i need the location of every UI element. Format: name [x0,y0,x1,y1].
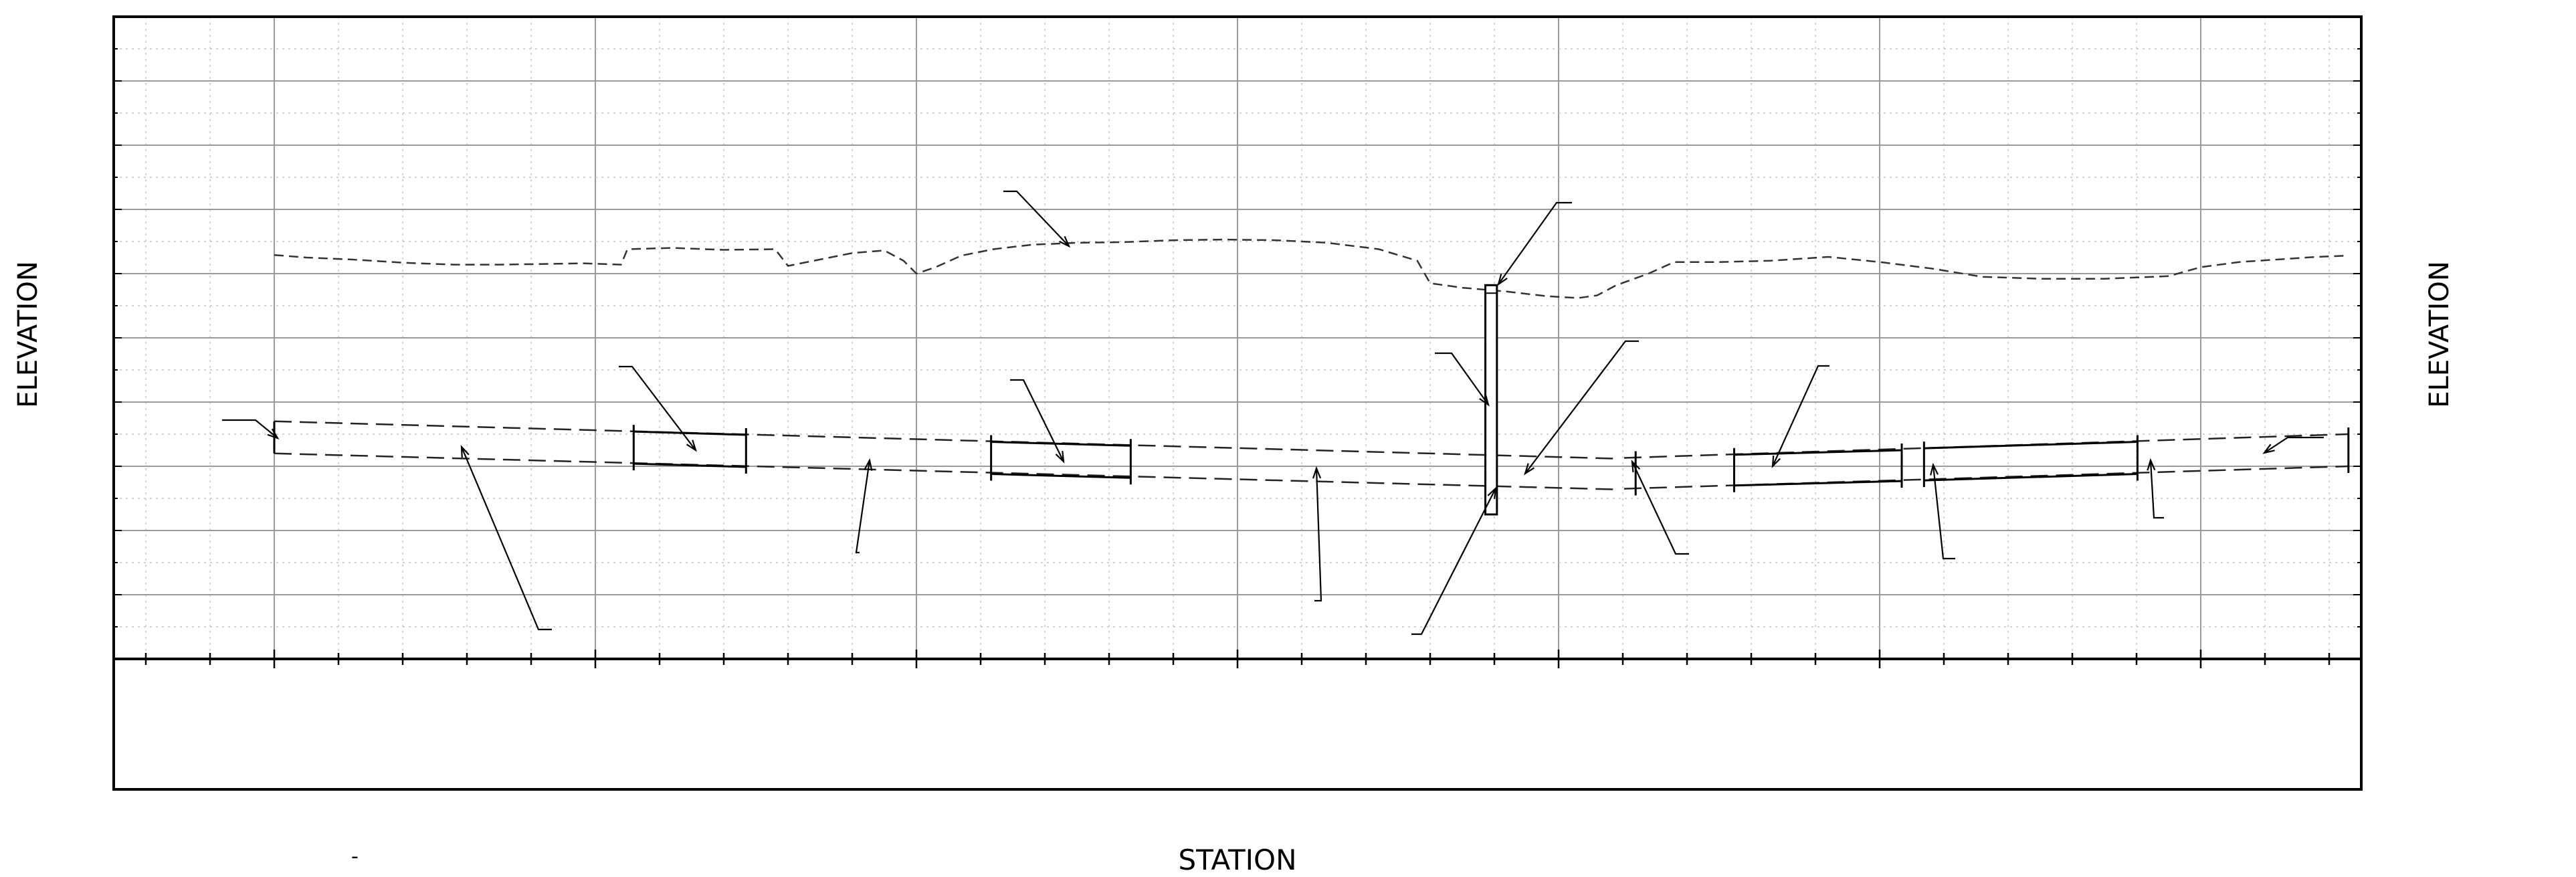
leader-l4 [1314,468,1322,602]
existing-grade-line [274,238,2349,299]
leader-arrow-sta-bot [1487,486,1497,500]
grid [114,17,2361,659]
y-axis-right [2353,48,2361,660]
leader-l1 [619,365,696,451]
outer-frame [112,15,2363,791]
pipe-profile [273,420,2350,496]
solid-pipe-top-2 [1734,449,1902,456]
leader-sta-bot [1411,488,1496,636]
leader-r3 [1631,461,1689,555]
leader-arrow-r3 [1631,460,1641,473]
leader-sdmh [1435,352,1489,405]
leader-l2 [1010,379,1064,462]
leader-r1 [1524,340,1639,474]
leader-arrow-cap-left [267,428,280,440]
y-axis-label-right: ELEVATION [2424,261,2455,408]
leader-l3 [855,460,871,554]
stray-mark: - [351,845,359,868]
pipe-wall-left_top [274,420,1614,460]
solid-pipe-bottom-3 [1924,473,2138,482]
leader-arrow-r4 [1930,462,1939,476]
leader-arrow-grade [1059,235,1071,248]
leader-arrow-sdmh [1479,394,1490,407]
leader-arrow-r2 [1771,455,1781,468]
leader-arrow-l5 [460,445,470,458]
solid-pipe-bottom-0 [633,462,747,468]
leader-grade [1003,190,1070,247]
leader-cap-left [222,419,278,439]
solid-pipe-bottom-2 [1734,480,1902,487]
leader-r4 [1932,464,1955,560]
pipe-wall-right_bottom [1623,465,2349,490]
leader-arrow-cap-right [2262,444,2275,454]
leader-cap-right [2264,436,2324,454]
solid-pipe-bottom-1 [991,473,1131,479]
leader-arrow-l4 [1312,466,1322,479]
leader-arrow-l3 [864,458,873,471]
solid-pipe-top-1 [991,441,1131,447]
x-axis [144,650,2331,668]
y-axis-label-left: ELEVATION [13,261,43,408]
existing-grade-path [274,238,2349,299]
solid-pipe-top-3 [1924,441,2138,450]
pipe-wall-left_bottom [274,452,1614,490]
leader-arrow-r5 [2147,458,2156,471]
leader-r5 [2149,460,2164,519]
leader-l5 [460,446,552,631]
solid-pipe-top-0 [633,430,747,436]
leader-arrow-l2 [1055,450,1065,464]
leader-r2 [1771,365,1829,467]
y-axis-left [114,48,122,660]
annotation-leaders [222,190,2324,636]
leader-arrow-r1 [1524,463,1535,476]
x-axis-label: STATION [1178,844,1296,876]
leader-sta-top [1498,201,1572,285]
leader-arrow-l1 [686,440,697,452]
leader-arrow-sta-top [1497,274,1508,286]
